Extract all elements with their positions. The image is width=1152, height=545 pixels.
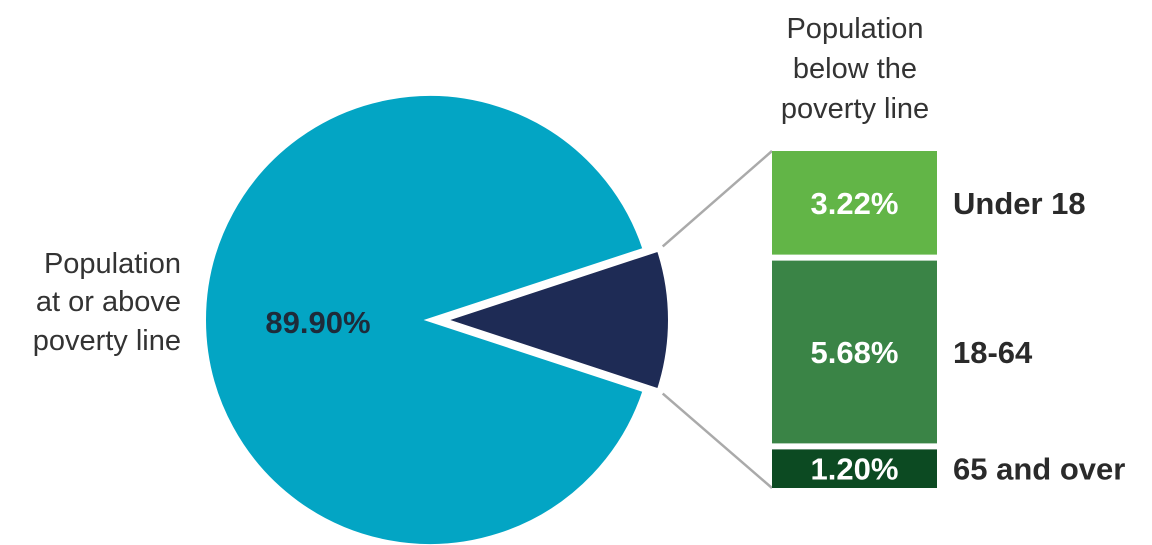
- connector-line-bottom: [661, 392, 773, 489]
- bar-title: Population below the poverty line: [781, 13, 929, 125]
- pie-main-label: Population at or above poverty line: [33, 248, 181, 357]
- bar-category-label-under-18: Under 18: [953, 186, 1086, 221]
- connector-lines: [661, 150, 773, 489]
- bar-category-label-65-and-over: 65 and over: [953, 452, 1125, 487]
- pie-label-line-3: poverty line: [33, 325, 181, 357]
- stacked-bar: 3.22% Under 18 5.68% 18-64 1.20% 65 and over: [772, 151, 1125, 488]
- pie: [202, 92, 672, 545]
- bar-value-label-18-64: 5.68%: [811, 335, 899, 370]
- bar-title-line-2: below the: [793, 53, 917, 85]
- connector-line-top: [661, 150, 773, 248]
- pie-slice-label-above-poverty: 89.90%: [265, 305, 370, 340]
- pie-label-line-2: at or above: [36, 286, 181, 318]
- pie-label-line-1: Population: [44, 248, 181, 280]
- bar-value-label-under-18: 3.22%: [811, 186, 899, 221]
- pie-slice-below-poverty: [437, 246, 672, 394]
- bar-title-line-3: poverty line: [781, 93, 929, 125]
- bar-value-label-65-and-over: 1.20%: [811, 452, 899, 487]
- bar-segment-18-64: [772, 260, 937, 444]
- bar-title-line-1: Population: [786, 13, 923, 45]
- pie-slice-above-poverty: [202, 92, 648, 545]
- bar-segment-65-and-over: [772, 449, 937, 488]
- bar-segment-under-18: [772, 151, 937, 255]
- bar-category-label-18-64: 18-64: [953, 335, 1033, 370]
